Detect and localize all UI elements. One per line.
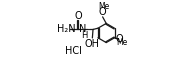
Text: Me: Me (98, 2, 109, 11)
Text: O: O (98, 7, 106, 17)
Text: H₂N: H₂N (57, 24, 76, 34)
Text: H: H (82, 31, 88, 40)
Text: O: O (116, 34, 123, 44)
Text: N: N (79, 24, 87, 34)
Text: O: O (74, 10, 82, 21)
Text: OH: OH (85, 39, 100, 49)
Text: Me: Me (117, 38, 128, 47)
Text: HCl: HCl (65, 46, 82, 56)
